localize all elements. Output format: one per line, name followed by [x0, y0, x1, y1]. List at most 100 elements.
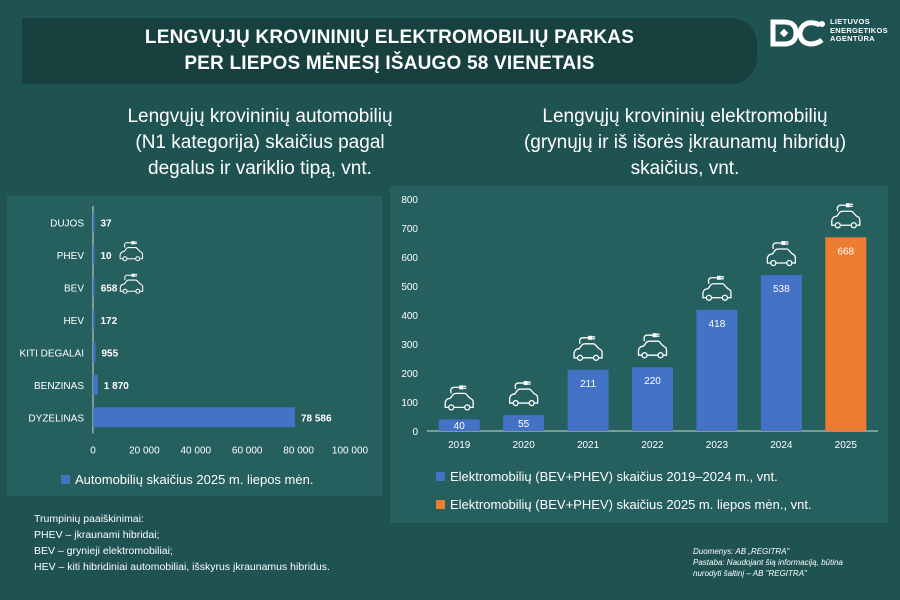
ev-car-icon	[831, 203, 861, 229]
data-label: 538	[773, 284, 790, 295]
data-label: 10	[101, 251, 113, 262]
data-label: 668	[837, 246, 854, 257]
y-tick-label: 800	[401, 195, 418, 206]
x-tick-label: 60 000	[232, 446, 263, 457]
ev-car-icon	[444, 385, 474, 411]
bar	[93, 244, 95, 265]
ev-car-icon	[508, 381, 539, 407]
notes-line-hev: HEV – kiti hibridiniai automobiliai, išs…	[34, 561, 330, 573]
data-label: 37	[101, 218, 113, 229]
bar	[93, 342, 96, 363]
logo-text-line-3: AGENTŪRA	[830, 34, 875, 43]
legend-swatch-blue	[436, 472, 445, 481]
source-line-3: nurodyti šaltinį – AB "REGITRA"	[693, 569, 807, 578]
notes-heading: Trumpinių paaiškinimai:	[34, 513, 144, 525]
x-tick-label: 100 000	[332, 446, 369, 457]
ev-car-icon	[573, 335, 603, 361]
data-label: 172	[101, 316, 118, 327]
left-chart-title-line-1: Lengvųjų krovininių automobilių	[127, 106, 393, 127]
data-label: 211	[580, 379, 596, 390]
notes-line-phev: PHEV – įkraunami hibridai;	[34, 529, 160, 541]
bar	[438, 419, 480, 431]
category-label: PHEV	[57, 251, 85, 262]
data-label: 40	[454, 421, 466, 432]
abbreviation-notes: Trumpinių paaiškinimai: PHEV – įkraunami…	[34, 511, 330, 575]
source-note: Duomenys: AB „REGITRA" Pastaba: Naudojan…	[693, 546, 843, 579]
bar	[632, 367, 673, 431]
left-chart-title: Lengvųjų krovininių automobilių (N1 kate…	[60, 104, 460, 182]
right-chart-legend-blue: Elektromobilių (BEV+PHEV) skaičius 2019–…	[436, 469, 778, 484]
vertical-bar-chart: 0 100 200 300 400 500 600 700 800 40 2019 55 2020 211…	[401, 195, 878, 451]
logo: LIETUVOS ENERGETIKOS AGENTŪRA	[770, 17, 888, 58]
x-tick-label: 80 000	[283, 446, 314, 457]
bar	[760, 274, 802, 431]
bar	[93, 407, 295, 428]
y-tick-label: 0	[412, 427, 418, 438]
y-tick-label: 600	[401, 253, 418, 264]
ev-car-icon	[766, 240, 797, 267]
right-chart-title-line-3: skaičius, vnt.	[630, 158, 740, 179]
ev-car-icon	[702, 275, 732, 301]
x-tick-label: 2024	[770, 440, 793, 451]
ev-car-icon	[637, 333, 668, 359]
legend-swatch-orange	[436, 500, 445, 509]
x-tick-label: 2021	[577, 440, 600, 451]
x-tick-label: 20 000	[129, 446, 160, 457]
left-chart-legend: Automobilių skaičius 2025 m. liepos mėn.	[61, 472, 313, 487]
y-tick-label: 100	[401, 398, 418, 409]
logo-text: LIETUVOS ENERGETIKOS AGENTŪRA	[830, 17, 888, 44]
left-chart-panel: DUJOS 37 PHEV 10 BEV 658 HEV 172 KITI DEGALAI 955…	[7, 196, 382, 496]
bar	[696, 309, 738, 431]
x-tick-label: 2023	[706, 440, 729, 451]
data-label: 955	[101, 348, 118, 359]
x-tick-label: 2025	[835, 440, 858, 451]
category-label: DYZELINAS	[28, 413, 84, 424]
bar	[93, 374, 98, 395]
data-label: 78 586	[301, 413, 332, 424]
data-label: 418	[709, 319, 726, 330]
right-chart-title-line-1: Lengvųjų krovininių elektromobilių	[542, 106, 828, 127]
right-chart-title-line-2: (grynųjų ir iš išorės įkraunamų hibridų)	[523, 132, 847, 153]
ev-car-icon	[119, 241, 144, 262]
bar	[567, 369, 609, 431]
left-chart-title-line-2: (N1 kategorija) skaičius pagal	[135, 132, 385, 153]
bar	[93, 277, 95, 298]
left-legend-label: Automobilių skaičius 2025 m. liepos mėn.	[75, 472, 314, 487]
x-tick-label: 0	[90, 446, 96, 457]
category-label: DUJOS	[50, 218, 84, 229]
x-tick-label: 2022	[641, 440, 664, 451]
right-chart-panel: 0 100 200 300 400 500 600 700 800 40 2019 55 2020 211…	[390, 186, 888, 523]
right-chart-title: Lengvųjų krovininių elektromobilių (gryn…	[470, 104, 900, 182]
horizontal-bar-chart: DUJOS 37 PHEV 10 BEV 658 HEV 172 KITI DEGALAI 955…	[20, 206, 369, 457]
right-legend-label-blue: Elektromobilių (BEV+PHEV) skaičius 2019–…	[450, 469, 778, 484]
left-chart-title-line-3: degalus ir variklio tipą, vnt.	[148, 158, 372, 179]
y-tick-label: 700	[401, 224, 418, 235]
data-label: 55	[518, 419, 530, 430]
ev-car-icon	[119, 273, 144, 294]
bar	[93, 212, 95, 233]
y-tick-label: 200	[401, 369, 418, 380]
main-title-line-1: LENGVŲJŲ KROVININIŲ ELEKTROMOBILIŲ PARKA…	[144, 27, 635, 48]
x-tick-label: 40 000	[181, 446, 212, 457]
logo-text-line-1: LIETUVOS	[830, 17, 870, 26]
right-legend-label-orange: Elektromobilių (BEV+PHEV) skaičius 2025 …	[450, 497, 812, 512]
y-tick-label: 300	[401, 340, 418, 351]
category-label: BEV	[64, 283, 84, 294]
right-chart-legend-orange: Elektromobilių (BEV+PHEV) skaičius 2025 …	[436, 497, 812, 512]
notes-line-bev: BEV – grynieji elektromobiliai;	[34, 545, 173, 557]
logo-mark-icon	[770, 19, 825, 47]
legend-swatch-blue	[61, 475, 70, 484]
x-tick-label: 2019	[448, 440, 471, 451]
data-label: 1 870	[104, 381, 129, 392]
y-tick-label: 500	[401, 282, 418, 293]
bar	[503, 415, 545, 431]
bar	[825, 237, 867, 431]
x-tick-label: 2020	[513, 440, 536, 451]
data-label: 220	[644, 376, 661, 387]
logo-text-line-2: ENERGETIKOS	[830, 25, 888, 35]
main-title-line-2: PER LIEPOS MĖNESĮ IŠAUGO 58 VIENETAIS	[184, 53, 595, 74]
data-label: 658	[101, 283, 118, 294]
bar	[93, 309, 95, 330]
category-label: BENZINAS	[34, 381, 84, 392]
source-line-2: Pastaba: Naudojant šią informaciją, būti…	[693, 558, 843, 567]
